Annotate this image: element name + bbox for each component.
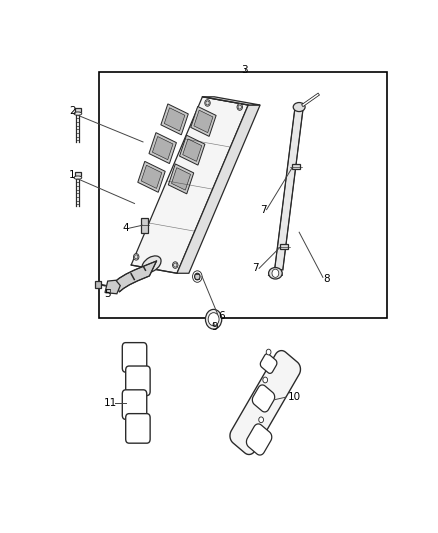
Text: 3: 3 bbox=[241, 65, 248, 75]
Polygon shape bbox=[114, 261, 156, 292]
Circle shape bbox=[173, 263, 177, 267]
Circle shape bbox=[259, 417, 264, 423]
Polygon shape bbox=[230, 351, 300, 455]
Ellipse shape bbox=[293, 102, 305, 111]
Circle shape bbox=[173, 262, 178, 268]
FancyBboxPatch shape bbox=[122, 390, 147, 419]
Polygon shape bbox=[164, 108, 185, 131]
Text: 1: 1 bbox=[69, 170, 76, 180]
Polygon shape bbox=[149, 133, 177, 164]
Bar bbox=[292, 164, 300, 169]
Bar bbox=[280, 244, 288, 249]
Polygon shape bbox=[161, 104, 188, 135]
Text: 7: 7 bbox=[252, 263, 259, 273]
Text: 4: 4 bbox=[123, 223, 129, 233]
Polygon shape bbox=[131, 97, 248, 273]
Circle shape bbox=[266, 349, 271, 355]
Circle shape bbox=[206, 101, 209, 105]
Circle shape bbox=[237, 104, 243, 110]
Polygon shape bbox=[138, 161, 165, 192]
Circle shape bbox=[134, 254, 139, 260]
Ellipse shape bbox=[74, 112, 82, 115]
Polygon shape bbox=[105, 280, 120, 294]
Polygon shape bbox=[194, 110, 213, 133]
Polygon shape bbox=[177, 105, 260, 273]
Polygon shape bbox=[252, 385, 275, 412]
Text: 10: 10 bbox=[288, 392, 301, 402]
Bar bbox=[95, 281, 101, 288]
Polygon shape bbox=[168, 164, 194, 194]
Circle shape bbox=[272, 269, 279, 277]
Circle shape bbox=[194, 273, 200, 280]
Polygon shape bbox=[152, 136, 173, 160]
Text: 5: 5 bbox=[104, 289, 111, 299]
Text: 8: 8 bbox=[323, 274, 330, 285]
Polygon shape bbox=[141, 165, 162, 189]
FancyBboxPatch shape bbox=[126, 414, 150, 443]
Text: 6: 6 bbox=[218, 311, 224, 321]
Bar bbox=[99, 72, 387, 318]
Bar bbox=[141, 218, 148, 232]
Circle shape bbox=[238, 105, 241, 109]
Circle shape bbox=[205, 309, 222, 329]
Bar bbox=[75, 108, 81, 112]
Polygon shape bbox=[183, 139, 202, 161]
Ellipse shape bbox=[74, 176, 82, 179]
Text: 11: 11 bbox=[104, 398, 117, 408]
Polygon shape bbox=[180, 135, 205, 165]
Text: 2: 2 bbox=[69, 106, 76, 116]
Circle shape bbox=[208, 313, 219, 326]
Circle shape bbox=[263, 377, 268, 383]
Text: 7: 7 bbox=[260, 205, 267, 215]
Text: 9: 9 bbox=[211, 322, 218, 333]
Polygon shape bbox=[275, 106, 303, 270]
Circle shape bbox=[134, 255, 138, 259]
Polygon shape bbox=[191, 107, 216, 136]
Ellipse shape bbox=[142, 256, 161, 272]
Polygon shape bbox=[247, 424, 272, 455]
Polygon shape bbox=[260, 354, 277, 373]
FancyBboxPatch shape bbox=[126, 366, 150, 395]
Circle shape bbox=[205, 100, 210, 106]
Ellipse shape bbox=[268, 268, 282, 279]
Polygon shape bbox=[202, 97, 260, 105]
Bar bbox=[75, 172, 81, 176]
Polygon shape bbox=[172, 168, 191, 190]
FancyBboxPatch shape bbox=[122, 343, 147, 372]
